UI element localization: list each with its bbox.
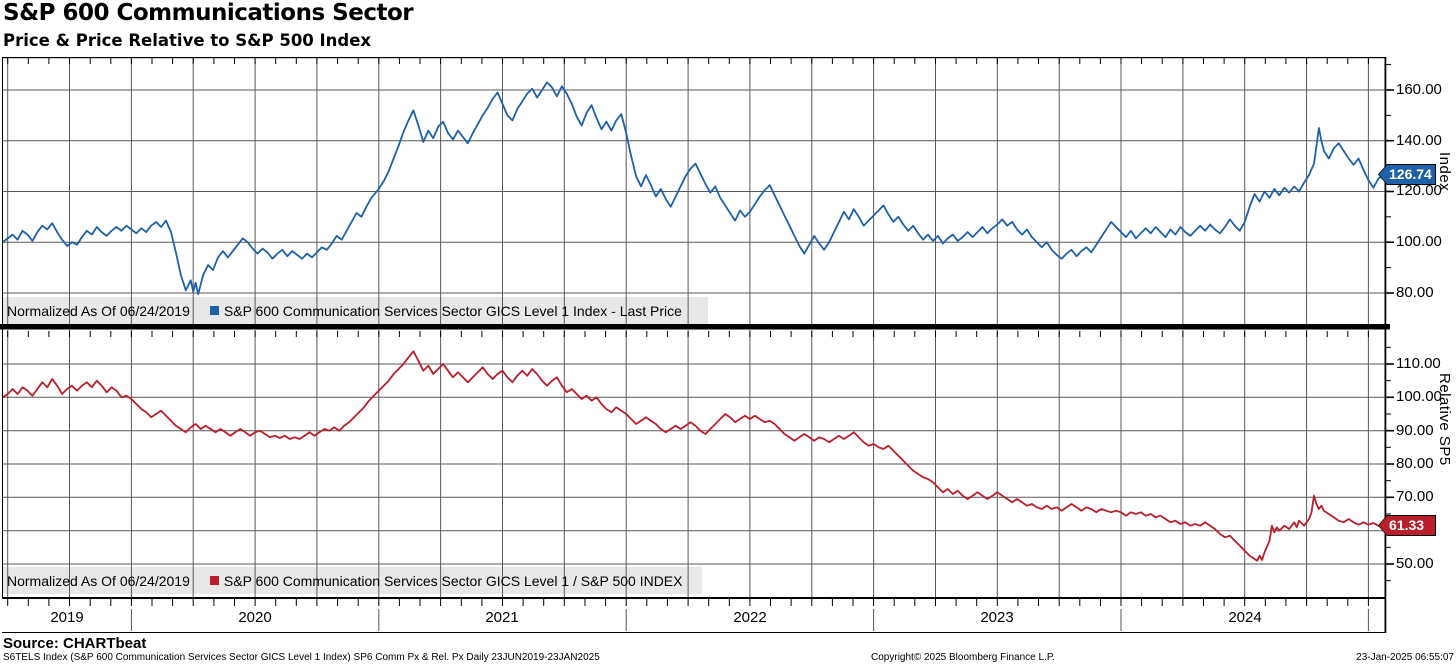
y-axis-tick-label: 80.00 [1396, 284, 1434, 301]
y-axis-tick-label: 70.00 [1396, 488, 1434, 505]
legend-relative-panel: Normalized As Of 06/24/2019 S&P 600 Comm… [7, 567, 682, 594]
legend-price-series-label: S&P 600 Communication Services Sector GI… [223, 302, 682, 319]
y-axis-tick-label: 120.00 [1396, 182, 1442, 199]
last-price-badge: 126.74 [1378, 164, 1436, 185]
x-axis-year-label: 2023 [980, 609, 1014, 626]
y-axis-tick-label: 140.00 [1396, 132, 1442, 149]
y-axis-tick-label: 110.00 [1396, 355, 1441, 372]
source-line: Source: CHARTbeat [3, 635, 147, 652]
relative-price-badge: 61.33 [1378, 515, 1436, 536]
chart-subtitle: Price & Price Relative to S&P 500 Index [3, 31, 372, 50]
legend-backgrounds [2, 297, 708, 594]
footer-copyright: Copyright© 2025 Bloomberg Finance L.P. [871, 652, 1055, 663]
legend-relative-series-label: S&P 600 Communication Services Sector GI… [223, 572, 683, 589]
x-axis-year-label: 2024 [1228, 609, 1262, 626]
year-separator-ticks [130, 609, 1369, 631]
x-axis-year-label: 2019 [50, 609, 84, 626]
last-price-badge-fill [1379, 165, 1435, 184]
y-axis-ticks [1385, 64, 1394, 582]
relative-price-value: 61.33 [1389, 517, 1425, 533]
normalized-note: Normalized As Of 06/24/2019 [7, 302, 190, 319]
y-axis-tick-label: 160.00 [1396, 81, 1442, 98]
footer-ticker-description: S6TELS Index (S&P 600 Communication Serv… [3, 652, 600, 663]
month-ticks [7, 58, 1369, 606]
footer-timestamp: 23-Jan-2025 06:55:07 [1356, 652, 1454, 663]
legend-marker-price-icon [209, 306, 219, 315]
x-axis-year-label: 2022 [733, 609, 767, 626]
y-axis-tick-label: 90.00 [1396, 422, 1434, 439]
y-axis-tick-label: 80.00 [1396, 455, 1434, 472]
price-series-line [2, 81, 1384, 296]
y-axis-tick-label: 100.00 [1396, 233, 1442, 250]
chart-title: S&P 600 Communications Sector [3, 0, 414, 26]
gridlines [2, 57, 1385, 597]
y-axis-title-relative: Relative SP5 [1436, 373, 1453, 466]
relative-price-badge-fill [1379, 516, 1435, 535]
panel-frames [0, 57, 1390, 633]
normalized-note: Normalized As Of 06/24/2019 [7, 572, 190, 589]
y-axis-title-index: Index [1436, 152, 1453, 192]
legend-price-panel: Normalized As Of 06/24/2019 S&P 600 Comm… [7, 297, 682, 324]
x-axis-year-label: 2021 [485, 609, 519, 626]
y-axis-tick-label: 100.00 [1396, 388, 1442, 405]
legend-marker-relative-icon [209, 576, 219, 585]
relative-series-line [2, 350, 1384, 562]
last-price-value: 126.74 [1389, 166, 1432, 182]
x-axis-year-label: 2020 [238, 609, 272, 626]
y-axis-tick-label: 50.00 [1396, 555, 1434, 572]
